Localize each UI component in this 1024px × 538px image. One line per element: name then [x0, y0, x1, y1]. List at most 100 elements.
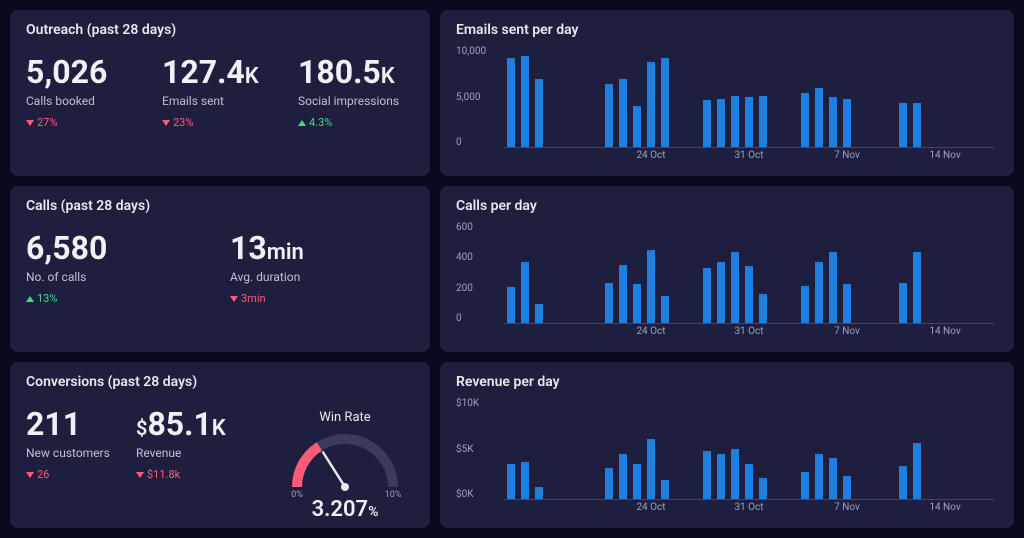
- metric-value: $85.1K: [136, 408, 246, 440]
- bar: [535, 304, 543, 323]
- bar: [759, 478, 767, 499]
- bar: [913, 443, 921, 499]
- arrow-down-icon: [230, 296, 238, 302]
- metric-label: Emails sent: [162, 94, 278, 108]
- x-axis-ticks: 24 Oct31 Oct7 Nov14 Nov: [504, 502, 994, 518]
- metric-value: 13min: [230, 232, 414, 264]
- metric-value: 6,580: [26, 232, 210, 264]
- bar: [605, 84, 613, 147]
- emails-chart-card: Emails sent per day 10,0005,000024 Oct31…: [440, 10, 1014, 176]
- bar: [605, 468, 613, 499]
- metric-delta: 26: [26, 468, 126, 481]
- bar: [829, 252, 837, 323]
- metric-emails-sent: 127.4K Emails sent 23%: [162, 56, 278, 129]
- emails-chart-title: Emails sent per day: [456, 22, 998, 38]
- bar: [605, 283, 613, 323]
- metric-calls-booked: 5,026 Calls booked 27%: [26, 56, 142, 129]
- bar: [899, 466, 907, 499]
- metric-delta: 3min: [230, 292, 414, 305]
- bar: [633, 284, 641, 323]
- bar: [829, 97, 837, 147]
- metric-label: Social impressions: [298, 94, 414, 108]
- bar: [745, 97, 753, 147]
- x-axis-ticks: 24 Oct31 Oct7 Nov14 Nov: [504, 326, 994, 342]
- bar: [507, 287, 515, 323]
- metric-label: Avg. duration: [230, 270, 414, 284]
- bar: [843, 476, 851, 499]
- metric-no-calls: 6,580 No. of calls 13%: [26, 232, 210, 305]
- conversions-card: Conversions (past 28 days) 211 New custo…: [10, 362, 430, 528]
- bar: [801, 472, 809, 499]
- bar: [801, 93, 809, 147]
- bar: [815, 262, 823, 323]
- calls-chart-title: Calls per day: [456, 198, 998, 214]
- calls-title: Calls (past 28 days): [26, 198, 414, 214]
- y-axis-ticks: $10K$5K$0K: [456, 398, 500, 500]
- y-axis-ticks: 6004002000: [456, 222, 500, 324]
- metric-new-customers: 211 New customers 26: [26, 408, 126, 481]
- bar: [815, 454, 823, 499]
- bar: [521, 262, 529, 323]
- metric-avg-duration: 13min Avg. duration 3min: [230, 232, 414, 305]
- arrow-down-icon: [26, 472, 34, 478]
- metric-label: Calls booked: [26, 94, 142, 108]
- arrow-down-icon: [26, 120, 34, 126]
- bar: [661, 296, 669, 323]
- calls-chart-card: Calls per day 600400200024 Oct31 Oct7 No…: [440, 186, 1014, 352]
- bar: [731, 252, 739, 323]
- metric-label: No. of calls: [26, 270, 210, 284]
- revenue-chart-title: Revenue per day: [456, 374, 998, 390]
- outreach-metrics: 5,026 Calls booked 27% 127.4K Emails sen…: [26, 56, 414, 129]
- bar: [717, 99, 725, 148]
- bar: [759, 294, 767, 323]
- metric-value: 5,026: [26, 56, 142, 88]
- svg-text:10%: 10%: [385, 490, 402, 499]
- bar: [521, 56, 529, 147]
- bar-plot: [504, 50, 994, 148]
- bar-plot: [504, 402, 994, 500]
- bar: [843, 284, 851, 323]
- calls-card: Calls (past 28 days) 6,580 No. of calls …: [10, 186, 430, 352]
- arrow-up-icon: [26, 296, 34, 302]
- bar: [619, 265, 627, 323]
- outreach-card: Outreach (past 28 days) 5,026 Calls book…: [10, 10, 430, 176]
- y-axis-ticks: 10,0005,0000: [456, 46, 500, 148]
- bar: [731, 96, 739, 147]
- bar: [633, 464, 641, 499]
- conversions-title: Conversions (past 28 days): [26, 374, 414, 390]
- bar: [829, 458, 837, 499]
- bar: [759, 96, 767, 147]
- arrow-down-icon: [136, 472, 144, 478]
- bar: [899, 283, 907, 323]
- arrow-up-icon: [298, 120, 306, 126]
- bar: [717, 454, 725, 499]
- gauge-title: Win Rate: [280, 410, 410, 425]
- bar: [647, 250, 655, 323]
- bar: [745, 464, 753, 499]
- bar: [703, 451, 711, 500]
- bar: [619, 79, 627, 147]
- bar: [507, 464, 515, 499]
- bar: [913, 103, 921, 147]
- bar: [535, 79, 543, 147]
- bar: [619, 454, 627, 499]
- bar: [521, 462, 529, 499]
- metric-social-impressions: 180.5K Social impressions 4.3%: [298, 56, 414, 129]
- bar: [647, 439, 655, 499]
- bar: [801, 286, 809, 323]
- bar: [843, 99, 851, 148]
- metric-delta: $11.8k: [136, 468, 246, 481]
- bar: [633, 106, 641, 147]
- bar: [745, 266, 753, 323]
- metric-delta: 27%: [26, 116, 142, 129]
- outreach-title: Outreach (past 28 days): [26, 22, 414, 38]
- revenue-chart-card: Revenue per day $10K$5K$0K24 Oct31 Oct7 …: [440, 362, 1014, 528]
- svg-text:0%: 0%: [291, 490, 303, 499]
- bar: [661, 58, 669, 147]
- metric-revenue: $85.1K Revenue $11.8k: [136, 408, 246, 481]
- arrow-down-icon: [162, 120, 170, 126]
- metric-label: New customers: [26, 446, 126, 460]
- bar: [647, 62, 655, 147]
- bar: [507, 58, 515, 147]
- metric-value: 180.5K: [298, 56, 414, 88]
